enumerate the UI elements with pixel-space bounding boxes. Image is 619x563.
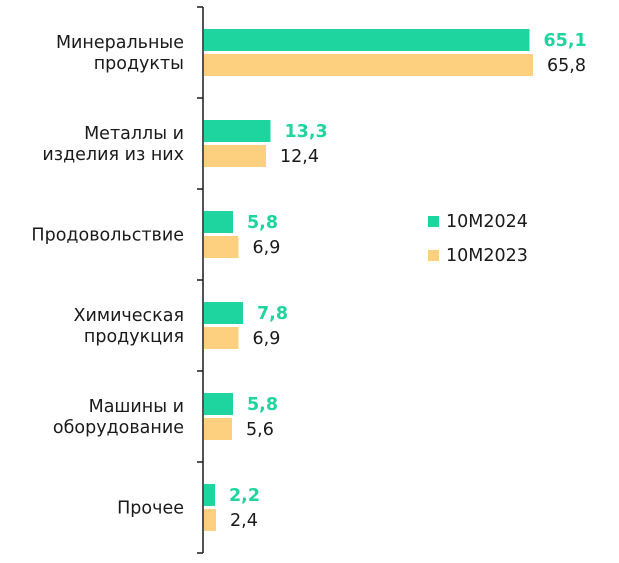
- data-label: 7,8: [257, 304, 288, 324]
- bar-series-2: [204, 327, 239, 349]
- data-label: 13,3: [285, 122, 328, 142]
- legend-swatch: [428, 216, 439, 227]
- bar-series-2: [204, 236, 239, 258]
- bar-series-2: [204, 418, 232, 440]
- data-label: 2,4: [230, 511, 258, 531]
- bar-series-1: [204, 29, 530, 51]
- bar-series-1: [204, 393, 233, 415]
- data-label: 5,8: [247, 395, 278, 415]
- bar-series-1: [204, 302, 243, 324]
- axis: [197, 6, 204, 554]
- category-label: оборудование: [53, 418, 184, 438]
- data-label: 65,1: [544, 31, 587, 51]
- bar-series-2: [204, 54, 533, 76]
- bar-series-1: [204, 120, 271, 142]
- data-label: 6,9: [253, 329, 281, 349]
- legend-label: 10М2023: [446, 246, 528, 266]
- category-label: Прочее: [117, 499, 184, 519]
- category-label: Химическая: [74, 306, 185, 326]
- data-label: 6,9: [253, 238, 281, 258]
- bar-series-2: [204, 509, 216, 531]
- data-label: 2,2: [229, 486, 260, 506]
- legend: 10М2024 10М2023: [428, 212, 528, 266]
- bar-series-1: [204, 484, 215, 506]
- data-label: 5,6: [246, 420, 274, 440]
- category-label: изделия из них: [42, 145, 184, 165]
- category-label: продукты: [94, 54, 184, 74]
- bars: [204, 29, 533, 531]
- bar-series-1: [204, 211, 233, 233]
- data-label: 5,8: [247, 213, 278, 233]
- bar-series-2: [204, 145, 266, 167]
- category-label: Продовольствие: [31, 226, 184, 246]
- data-label: 12,4: [280, 147, 319, 167]
- legend-label: 10М2024: [446, 212, 528, 232]
- category-label: продукция: [84, 327, 184, 347]
- category-label: Машины и: [89, 397, 184, 417]
- category-label: Металлы и: [84, 124, 184, 144]
- data-label: 65,8: [547, 56, 586, 76]
- category-label: Минеральные: [56, 33, 184, 53]
- legend-swatch: [428, 250, 439, 261]
